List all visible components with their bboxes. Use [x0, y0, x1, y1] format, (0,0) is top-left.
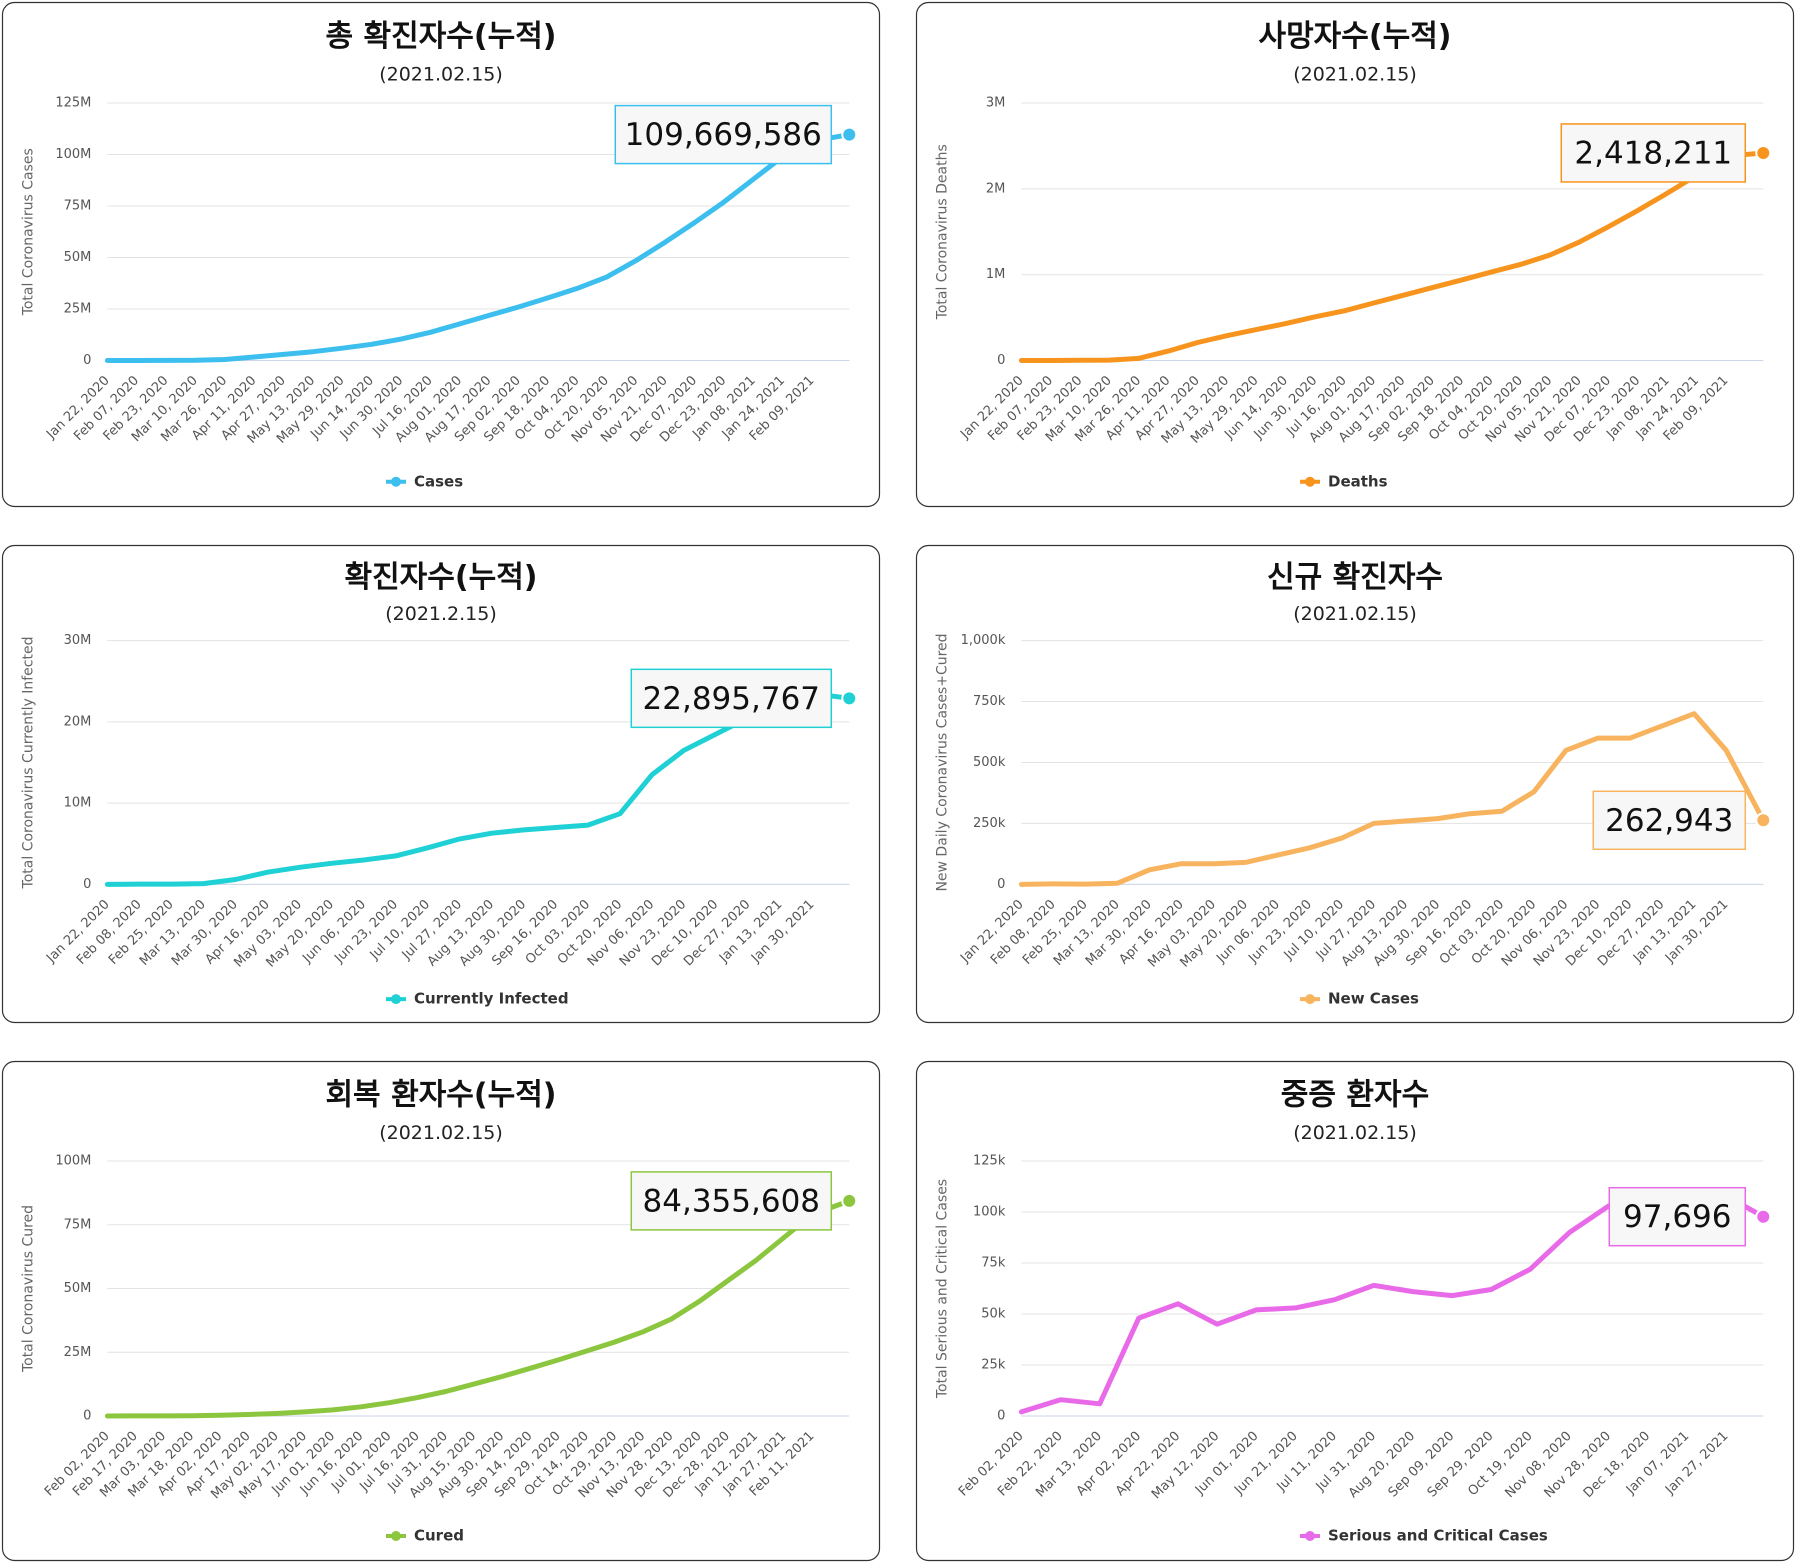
series-line	[1018, 153, 1729, 363]
y-tick-label: 1M	[986, 267, 1006, 282]
chart-subtitle: (2021.02.15)	[1293, 1122, 1417, 1144]
chart-panel: 회복 환자수(누적) (2021.02.15) Total Coronavirus …	[1, 1060, 881, 1562]
panel-frame	[1, 544, 881, 1024]
legend-label: Cases	[414, 472, 463, 490]
y-tick-label: 75k	[981, 1256, 1006, 1271]
y-tick-label: 0	[997, 353, 1005, 368]
annotation-point	[841, 690, 858, 707]
annotation-point	[1755, 1208, 1772, 1225]
chart-title: 총 확진자수(누적)	[325, 19, 556, 54]
annotation-label: 84,355,608	[643, 1183, 821, 1219]
series-line	[104, 690, 815, 887]
legend-symbol	[1305, 994, 1315, 1005]
y-tick-label: 0	[83, 1409, 91, 1424]
y-tick-label: 0	[997, 1409, 1005, 1424]
y-tick-label: 20M	[64, 714, 92, 729]
y-tick-label: 25M	[64, 1345, 92, 1360]
y-tick-label: 0	[83, 877, 91, 892]
annotation-label: 22,895,767	[643, 681, 821, 717]
chart-subtitle: (2021.02.15)	[379, 64, 503, 86]
annotation-box	[630, 1171, 833, 1231]
series-line	[104, 138, 815, 363]
y-tick-label: 100M	[55, 147, 91, 162]
annotation-label: 262,943	[1605, 803, 1733, 839]
annotation-point	[841, 1192, 858, 1209]
legend-symbol	[1305, 476, 1315, 487]
legend-symbol	[391, 1531, 401, 1541]
series-line	[1018, 711, 1729, 887]
panel-frame	[915, 1060, 1795, 1562]
chart-subtitle: (2021.02.15)	[379, 1122, 503, 1144]
chart-panel: 사망자수(누적) (2021.02.15) Total Coronavirus De…	[915, 1, 1795, 508]
y-tick-label: 3M	[986, 96, 1006, 111]
annotation-box	[1608, 1186, 1747, 1247]
chart-subtitle: (2021.02.15)	[1293, 603, 1417, 625]
y-tick-label: 125M	[55, 96, 91, 111]
series-line	[104, 1212, 815, 1419]
legend-symbol	[1305, 1531, 1315, 1541]
chart-title: 확진자수(누적)	[344, 560, 537, 595]
y-tick-label: 2M	[986, 181, 1006, 196]
y-tick-label: 75M	[64, 1217, 92, 1232]
annotation-label: 2,418,211	[1574, 135, 1732, 171]
y-tick-label: 500k	[973, 755, 1006, 770]
y-axis-title: Total Coronavirus Currently Infected	[20, 637, 36, 890]
y-tick-label: 50M	[64, 250, 92, 265]
annotation-box	[630, 668, 833, 729]
y-tick-label: 50k	[981, 1307, 1006, 1322]
y-tick-label: 0	[997, 877, 1005, 892]
chart-panel: 확진자수(누적) (2021.2.15) Total Coronavirus Cur…	[1, 544, 881, 1024]
chart-title: 신규 확진자수	[1267, 560, 1443, 595]
y-axis-title: Total Coronavirus Cured	[20, 1205, 36, 1373]
y-tick-label: 25k	[981, 1358, 1006, 1373]
annotation-label: 109,669,586	[625, 117, 822, 153]
annotation-box	[1592, 790, 1747, 851]
panel-frame	[915, 544, 1795, 1024]
y-tick-label: 30M	[64, 633, 92, 648]
annotation-connector	[1723, 749, 1766, 822]
y-tick-label: 100M	[55, 1154, 91, 1169]
chart-panel: 총 확진자수(누적) (2021.02.15) Total Coronavirus …	[1, 1, 881, 508]
legend-symbol	[391, 476, 401, 487]
y-tick-label: 250k	[973, 816, 1006, 831]
annotation-point	[1755, 144, 1772, 161]
y-axis-title: Total Coronavirus Cases	[20, 148, 36, 316]
y-axis-title: New Daily Coronavirus Cases+Cured	[934, 633, 950, 891]
y-axis-title: Total Coronavirus Deaths	[934, 144, 950, 320]
chart-subtitle: (2021.2.15)	[385, 603, 497, 625]
legend-label: Deaths	[1328, 472, 1388, 490]
y-tick-label: 125k	[973, 1154, 1006, 1169]
y-tick-label: 25M	[64, 302, 92, 317]
chart-title: 회복 환자수(누적)	[325, 1078, 556, 1113]
chart-title: 중증 환자수	[1281, 1078, 1429, 1113]
chart-panel: 신규 확진자수 (2021.02.15) New Daily Coronavirus…	[915, 544, 1795, 1024]
annotation-label: 97,696	[1623, 1199, 1731, 1235]
legend-label: Serious and Critical Cases	[1328, 1527, 1548, 1545]
y-tick-label: 1,000k	[961, 633, 1006, 648]
y-tick-label: 0	[83, 353, 91, 368]
annotation-point	[1755, 812, 1772, 829]
legend-symbol	[391, 994, 401, 1005]
y-tick-label: 10M	[64, 796, 92, 811]
annotation-point	[841, 126, 858, 143]
y-axis-title: Total Serious and Critical Cases	[934, 1179, 950, 1399]
annotation-box	[1560, 123, 1747, 183]
chart-title: 사망자수(누적)	[1258, 19, 1451, 54]
y-tick-label: 750k	[973, 694, 1006, 709]
y-tick-label: 75M	[64, 199, 92, 214]
legend-label: Cured	[414, 1527, 464, 1545]
y-tick-label: 100k	[973, 1205, 1006, 1220]
chart-subtitle: (2021.02.15)	[1293, 64, 1417, 86]
legend-label: Currently Infected	[414, 990, 569, 1008]
y-tick-label: 50M	[64, 1281, 92, 1296]
annotation-box	[614, 104, 833, 165]
chart-panel: 중증 환자수 (2021.02.15) Total Serious and Crit…	[915, 1060, 1795, 1562]
legend-label: New Cases	[1328, 990, 1419, 1008]
